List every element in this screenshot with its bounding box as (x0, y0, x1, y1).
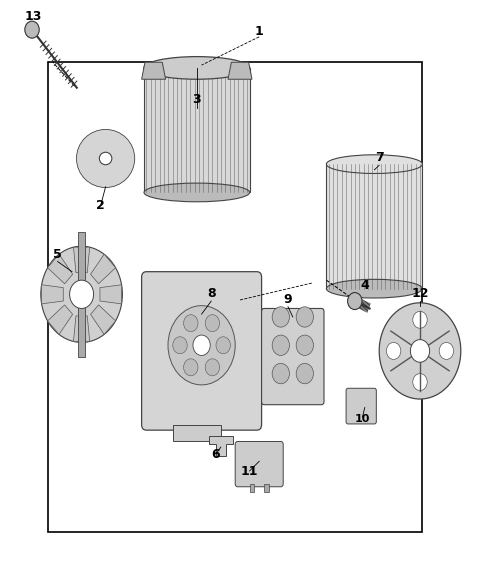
Text: 3: 3 (192, 93, 201, 106)
Polygon shape (209, 436, 233, 456)
Circle shape (183, 359, 198, 376)
Ellipse shape (99, 152, 112, 165)
Ellipse shape (144, 57, 250, 79)
Bar (264, 484, 269, 492)
Polygon shape (73, 247, 90, 273)
Circle shape (205, 315, 220, 332)
Circle shape (168, 306, 235, 385)
Polygon shape (48, 305, 72, 335)
Polygon shape (100, 285, 121, 304)
Text: 7: 7 (375, 151, 384, 164)
Circle shape (379, 303, 461, 399)
Circle shape (25, 21, 39, 38)
Text: 11: 11 (241, 465, 258, 478)
Polygon shape (228, 62, 252, 79)
Circle shape (410, 340, 430, 362)
FancyBboxPatch shape (262, 308, 324, 405)
Circle shape (296, 307, 313, 327)
Ellipse shape (326, 155, 422, 174)
Text: 2: 2 (96, 199, 105, 212)
Bar (250, 484, 254, 492)
Circle shape (272, 335, 289, 355)
Text: 9: 9 (284, 293, 292, 306)
Circle shape (413, 374, 427, 391)
Circle shape (386, 342, 401, 359)
Polygon shape (42, 285, 63, 304)
Circle shape (193, 335, 210, 355)
Circle shape (272, 307, 289, 327)
Text: 13: 13 (25, 11, 42, 23)
Ellipse shape (326, 280, 422, 298)
Text: 8: 8 (207, 287, 216, 300)
Circle shape (216, 337, 230, 354)
Bar (78, 232, 85, 357)
Circle shape (70, 280, 94, 308)
Circle shape (272, 363, 289, 384)
FancyBboxPatch shape (235, 441, 283, 487)
Circle shape (296, 363, 313, 384)
Circle shape (184, 315, 198, 332)
Circle shape (205, 359, 220, 376)
Polygon shape (73, 316, 90, 341)
Polygon shape (91, 305, 116, 335)
Polygon shape (48, 254, 72, 284)
Ellipse shape (144, 59, 250, 78)
FancyBboxPatch shape (142, 272, 262, 430)
Ellipse shape (76, 130, 135, 187)
Polygon shape (142, 62, 166, 79)
Ellipse shape (144, 183, 250, 202)
Polygon shape (91, 254, 116, 284)
Circle shape (348, 293, 362, 310)
FancyBboxPatch shape (346, 388, 376, 424)
Polygon shape (144, 68, 250, 192)
Text: 10: 10 (355, 414, 370, 424)
Circle shape (173, 337, 187, 354)
Text: 5: 5 (53, 247, 62, 260)
Text: 6: 6 (212, 448, 220, 461)
Circle shape (439, 342, 454, 359)
Circle shape (41, 246, 122, 342)
Circle shape (296, 335, 313, 355)
Text: 1: 1 (255, 25, 264, 37)
Polygon shape (173, 424, 221, 441)
Circle shape (413, 311, 427, 328)
Polygon shape (326, 164, 422, 289)
Text: 4: 4 (360, 278, 369, 291)
Text: 12: 12 (411, 287, 429, 300)
